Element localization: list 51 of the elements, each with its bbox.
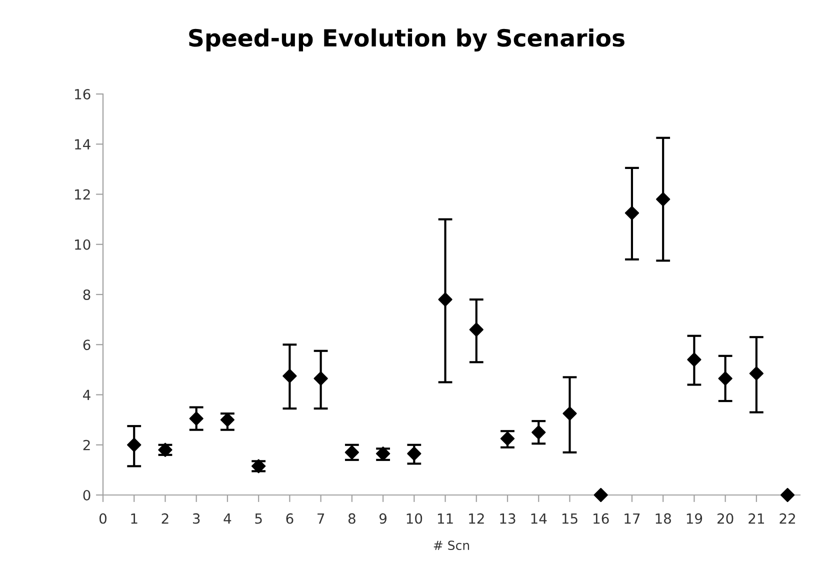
x-tick-label: 3 [192, 513, 200, 524]
x-tick-label: 1 [131, 513, 138, 524]
point [532, 425, 546, 440]
x-axis-title: # Scn [434, 540, 470, 550]
point [562, 406, 577, 421]
point [624, 206, 640, 220]
x-tick-label: 20 [718, 513, 734, 524]
x-tick-label: 14 [531, 513, 547, 524]
point [127, 438, 142, 452]
x-tick-label: 4 [224, 513, 232, 524]
x-tick-label: 13 [500, 513, 516, 524]
x-tick-label: 15 [562, 513, 578, 524]
x-tick-label: 9 [380, 513, 386, 524]
x-tick-label: 8 [348, 513, 356, 524]
point [780, 488, 795, 502]
y-tick-label: 10 [75, 239, 90, 250]
point [407, 446, 422, 461]
point [282, 368, 297, 384]
y-tick-label: 14 [75, 139, 90, 150]
y-tick-label: 16 [75, 88, 90, 100]
point [718, 371, 732, 386]
y-tick-label: 6 [83, 340, 90, 350]
x-tick-label: 6 [286, 513, 294, 524]
x-tick-label: 5 [255, 513, 262, 524]
point [314, 371, 328, 386]
y-tick-label: 12 [75, 189, 90, 200]
y-tick-label: 8 [83, 289, 90, 300]
y-tick-label: 2 [83, 440, 90, 450]
x-tick-label: 12 [469, 513, 484, 524]
y-tick-label: 4 [83, 390, 90, 400]
y-tick-label: 0 [83, 490, 90, 500]
x-tick-label: 19 [686, 513, 702, 524]
point [749, 366, 764, 381]
point [594, 488, 608, 502]
point [469, 322, 484, 337]
x-tick-label: 21 [748, 513, 764, 524]
x-tick-label: 18 [656, 513, 671, 524]
x-tick-label: 7 [318, 513, 324, 524]
x-tick-label: 17 [624, 513, 640, 524]
x-tick-label: 2 [162, 513, 168, 524]
point [220, 412, 235, 427]
x-tick-label: 0 [99, 513, 106, 524]
point [687, 352, 702, 367]
x-tick-label: 16 [594, 513, 609, 524]
x-tick-label: 22 [780, 513, 795, 524]
point [438, 292, 452, 307]
point [656, 192, 670, 206]
point [189, 412, 204, 426]
x-tick-label: 11 [438, 513, 453, 524]
x-tick-label: 10 [406, 513, 422, 524]
chart-title: Speed-up Evolution by Scenarios [189, 28, 624, 52]
